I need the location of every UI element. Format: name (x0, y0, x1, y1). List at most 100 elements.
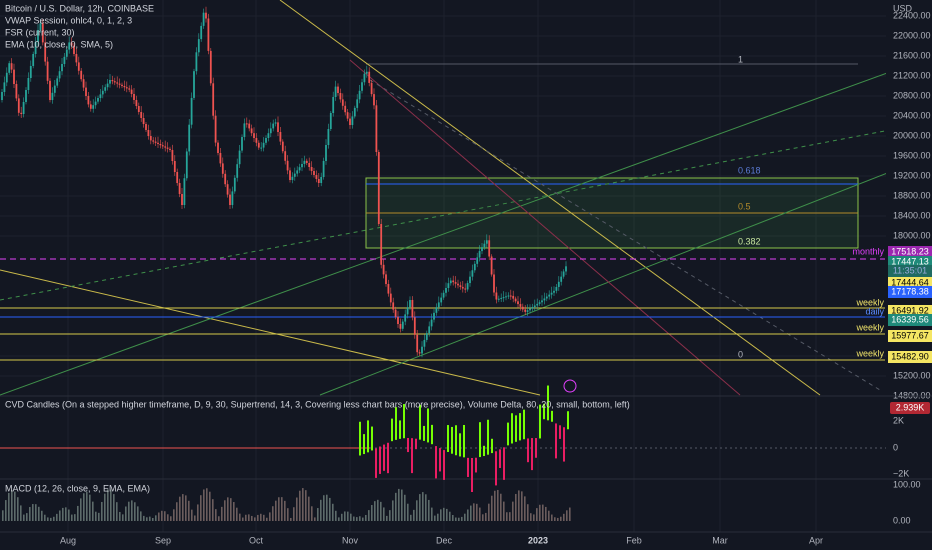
candle-body (233, 177, 236, 192)
macd-bar (359, 516, 361, 521)
cvd-candle (439, 448, 441, 472)
candle-body (430, 319, 433, 327)
candle-body (274, 122, 277, 124)
candle-body (469, 276, 471, 284)
pane-title[interactable]: CVD Candles (On a stepped higher timefra… (5, 399, 630, 409)
candle-body (550, 292, 553, 295)
candle-body (250, 128, 253, 134)
macd-bar (338, 517, 340, 521)
macd-bar (371, 505, 373, 521)
candle-body (272, 123, 275, 129)
legend-item[interactable]: EMA (10, close, 0, SMA, 5) (5, 39, 113, 49)
macd-bar (566, 510, 568, 521)
candle-body (500, 297, 503, 299)
candle-body (428, 326, 431, 334)
candle-body (154, 141, 157, 143)
candle-body (349, 118, 351, 125)
candle-body (308, 163, 311, 167)
macd-bar (506, 512, 508, 521)
macd-bar (521, 491, 523, 521)
candle-body (457, 283, 459, 286)
macd-bar (443, 507, 445, 521)
candle-body (545, 296, 548, 299)
price-tick: 19200.00 (893, 170, 931, 180)
candle-body (365, 71, 368, 74)
candle-body (178, 183, 181, 194)
candle-body (452, 280, 455, 283)
macd-bar (392, 500, 394, 521)
cvd-candle (479, 422, 481, 458)
candle-body (389, 293, 392, 303)
candle-body (526, 310, 529, 312)
macd-bar (53, 516, 55, 521)
macd-bar (185, 495, 187, 521)
candle-body (147, 130, 150, 136)
time-tick: 2023 (528, 535, 548, 545)
macd-bar (500, 493, 502, 521)
macd-bar (464, 513, 466, 521)
macd-bar (59, 510, 61, 521)
candle-body (142, 118, 145, 124)
macd-bar (218, 516, 220, 521)
alert-icon[interactable] (563, 379, 577, 393)
macd-bar (278, 497, 280, 521)
macd-bar (155, 515, 157, 521)
macd-bar (26, 513, 28, 521)
macd-bar (299, 490, 301, 521)
macd-bar (80, 498, 82, 521)
macd-bar (494, 490, 496, 521)
macd-bar (341, 513, 343, 521)
candle-body (553, 290, 555, 293)
legend-item[interactable]: Bitcoin / U.S. Dollar, 12h, COINBASE (5, 3, 154, 13)
macd-bar (257, 514, 259, 521)
macd-bar (491, 495, 493, 521)
price-tag-text: 15977.67 (891, 330, 929, 340)
macd-bar (470, 505, 472, 521)
candle-body (505, 296, 507, 298)
candle-body (411, 300, 414, 318)
macd-bar (83, 493, 85, 521)
pane-title[interactable]: MACD (12, 26, close, 9, EMA, EMA) (5, 483, 150, 493)
candle-body (327, 129, 330, 145)
candle-body (145, 124, 147, 130)
candle-body (207, 18, 210, 51)
cvd-candle (483, 445, 485, 457)
candle-body (219, 153, 222, 164)
macd-bar (476, 503, 478, 521)
candle-body (517, 301, 519, 305)
macd-bar (86, 491, 88, 521)
macd-bar (11, 490, 13, 521)
cvd-candle (375, 448, 377, 478)
cvd-candle (383, 444, 385, 471)
candle-body (382, 264, 385, 275)
candle-body (77, 62, 80, 71)
candle-body (541, 300, 543, 303)
macd-tick: 100.00 (893, 479, 921, 489)
macd-bar (29, 507, 31, 521)
candle-body (97, 98, 99, 102)
legend-item[interactable]: VWAP Session, ohlc4, 0, 1, 2, 3 (5, 15, 132, 25)
candle-body (361, 82, 363, 91)
macd-bar (98, 512, 100, 521)
candle-body (473, 263, 476, 271)
cvd-candle (411, 438, 413, 474)
macd-bar (41, 510, 43, 521)
macd-bar (233, 502, 235, 521)
trend-line (319, 171, 891, 396)
candle-body (533, 305, 536, 308)
candle-body (488, 240, 491, 257)
candle-body (236, 164, 239, 178)
time-tick: Dec (436, 535, 453, 545)
time-tick: Mar (712, 535, 728, 545)
time-tick: Aug (60, 535, 76, 545)
candle-body (519, 304, 522, 307)
macd-bar (212, 499, 214, 521)
macd-bar (23, 514, 25, 521)
legend-item[interactable]: FSR (current, 30) (5, 27, 75, 37)
cvd-candle (371, 426, 373, 451)
cvd-candle (403, 404, 405, 439)
candle-body (329, 113, 332, 129)
candle-body (123, 86, 126, 88)
candle-body (529, 308, 531, 311)
candle-body (73, 45, 75, 54)
